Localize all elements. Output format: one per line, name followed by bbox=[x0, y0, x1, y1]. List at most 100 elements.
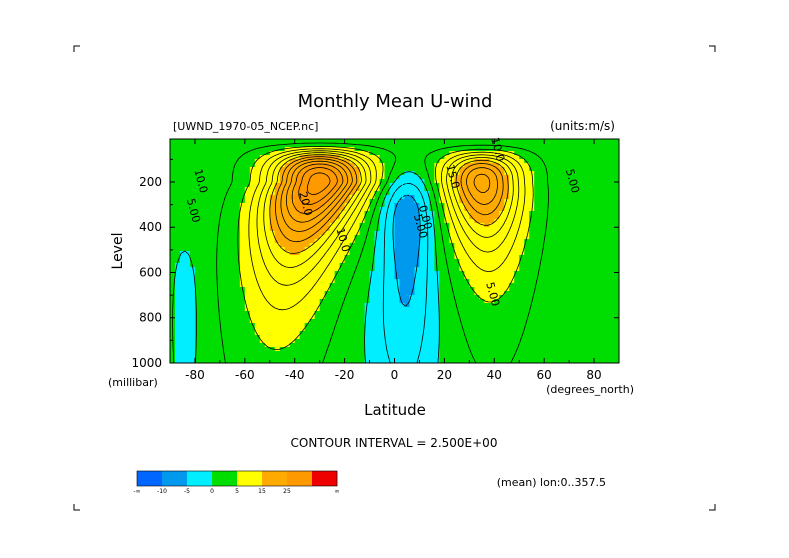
contour-fill-cell bbox=[204, 351, 211, 356]
contour-fill-cell bbox=[544, 227, 550, 232]
contour-fill-cell bbox=[229, 355, 236, 360]
contour-fill-cell bbox=[379, 303, 386, 308]
contour-fill-cell bbox=[604, 179, 610, 184]
contour-fill-cell bbox=[279, 219, 286, 224]
contour-fill-cell bbox=[554, 143, 560, 148]
contour-fill-cell bbox=[324, 139, 331, 144]
contour-fill-cell bbox=[269, 279, 276, 284]
contour-fill-cell bbox=[244, 275, 251, 280]
contour-fill-cell bbox=[579, 215, 585, 220]
contour-fill-cell bbox=[529, 307, 535, 312]
contour-fill-cell bbox=[579, 255, 585, 260]
contour-fill-cell bbox=[394, 235, 401, 240]
contour-fill-cell bbox=[170, 231, 176, 236]
contour-fill-cell bbox=[239, 319, 246, 324]
contour-fill-cell bbox=[549, 355, 555, 360]
contour-fill-cell bbox=[369, 171, 376, 176]
contour-fill-cell bbox=[334, 187, 341, 192]
contour-fill-cell bbox=[289, 295, 296, 300]
contour-fill-cell bbox=[499, 139, 505, 144]
contour-fill-cell bbox=[174, 331, 181, 336]
contour-fill-cell bbox=[359, 259, 366, 264]
contour-fill-cell bbox=[304, 175, 311, 180]
contour-fill-cell bbox=[414, 347, 421, 352]
contour-fill-cell bbox=[319, 335, 326, 340]
contour-fill-cell bbox=[170, 147, 176, 152]
contour-fill-cell bbox=[194, 299, 201, 304]
contour-fill-cell bbox=[389, 211, 396, 216]
contour-fill-cell bbox=[349, 271, 356, 276]
contour-fill-cell bbox=[519, 143, 525, 148]
contour-fill-cell bbox=[519, 159, 525, 164]
contour-fill-cell bbox=[249, 303, 256, 308]
contour-fill-cell bbox=[374, 339, 381, 344]
contour-fill-cell bbox=[239, 343, 246, 348]
contour-fill-cell bbox=[364, 311, 371, 316]
contour-fill-cell bbox=[174, 323, 181, 328]
contour-fill-cell bbox=[599, 315, 605, 320]
contour-fill-cell bbox=[434, 263, 440, 268]
contour-fill-cell bbox=[594, 199, 600, 204]
contour-fill-cell bbox=[584, 175, 590, 180]
contour-fill-cell bbox=[339, 247, 346, 252]
contour-fill-cell bbox=[214, 175, 221, 180]
contour-fill-cell bbox=[509, 243, 515, 248]
contour-fill-cell bbox=[294, 247, 301, 252]
contour-fill-cell bbox=[574, 271, 580, 276]
contour-fill-cell bbox=[379, 147, 386, 152]
contour-fill-cell bbox=[454, 143, 460, 148]
contour-fill-cell bbox=[174, 251, 181, 256]
contour-fill-cell bbox=[594, 343, 600, 348]
contour-fill-cell bbox=[244, 267, 251, 272]
contour-fill-cell bbox=[354, 327, 361, 332]
contour-fill-cell bbox=[429, 167, 436, 172]
contour-fill-cell bbox=[349, 167, 356, 172]
contour-fill-cell bbox=[514, 139, 520, 144]
contour-fill-cell bbox=[464, 303, 470, 308]
contour-fill-cell bbox=[289, 311, 296, 316]
contour-fill-cell bbox=[609, 307, 615, 312]
contour-fill-cell bbox=[314, 247, 321, 252]
contour-fill-cell bbox=[604, 259, 610, 264]
contour-fill-cell bbox=[259, 283, 266, 288]
contour-fill-cell bbox=[234, 211, 241, 216]
contour-fill-cell bbox=[474, 307, 480, 312]
contour-fill-cell bbox=[569, 167, 575, 172]
contour-fill-cell bbox=[529, 311, 535, 316]
contour-fill-cell bbox=[479, 255, 485, 260]
contour-fill-cell bbox=[249, 207, 256, 212]
contour-fill-cell bbox=[254, 311, 261, 316]
contour-fill-cell bbox=[364, 199, 371, 204]
contour-fill-cell bbox=[414, 331, 421, 336]
contour-fill-cell bbox=[249, 343, 256, 348]
contour-fill-cell bbox=[424, 187, 431, 192]
contour-fill-cell bbox=[519, 187, 525, 192]
contour-fill-cell bbox=[214, 147, 221, 152]
contour-fill-cell bbox=[404, 175, 411, 180]
contour-fill-cell bbox=[254, 319, 261, 324]
contour-fill-cell bbox=[469, 339, 475, 344]
contour-fill-cell bbox=[349, 159, 356, 164]
contour-fill-cell bbox=[529, 291, 535, 296]
contour-fill-cell bbox=[234, 227, 241, 232]
contour-fill-cell bbox=[464, 139, 470, 144]
contour-fill-cell bbox=[409, 339, 416, 344]
contour-fill-cell bbox=[184, 207, 191, 212]
contour-fill-cell bbox=[539, 227, 545, 232]
contour-fill-cell bbox=[204, 355, 211, 360]
contour-fill-cell bbox=[594, 207, 600, 212]
contour-fill-cell bbox=[454, 347, 460, 352]
contour-fill-cell bbox=[219, 223, 226, 228]
contour-fill-cell bbox=[269, 259, 276, 264]
contour-fill-cell bbox=[174, 327, 181, 332]
contour-fill-cell bbox=[254, 295, 261, 300]
contour-fill-cell bbox=[234, 347, 241, 352]
contour-fill-cell bbox=[544, 151, 550, 156]
contour-fill-cell bbox=[524, 287, 530, 292]
contour-fill-cell bbox=[454, 319, 460, 324]
contour-fill-cell bbox=[444, 187, 450, 192]
contour-fill-cell bbox=[304, 235, 311, 240]
contour-fill-cell bbox=[479, 295, 485, 300]
contour-fill-cell bbox=[574, 139, 580, 144]
contour-fill-cell bbox=[589, 211, 595, 216]
